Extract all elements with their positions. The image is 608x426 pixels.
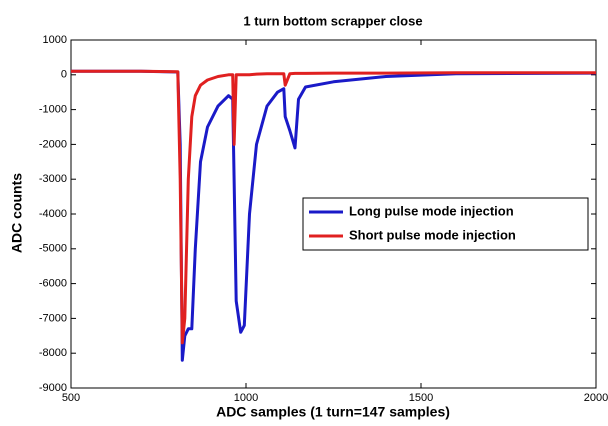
x-tick-label: 500 [62, 392, 80, 404]
y-tick-label: -3000 [39, 173, 67, 185]
x-tick-label: 1500 [409, 392, 433, 404]
y-tick-label: -8000 [39, 347, 67, 359]
legend-label: Short pulse mode injection [349, 227, 516, 242]
legend-box [302, 197, 589, 251]
y-tick-label: -7000 [39, 312, 67, 324]
y-tick-label: -9000 [39, 382, 67, 394]
chart-title: 1 turn bottom scrapper close [243, 13, 422, 28]
y-tick-label: -5000 [39, 243, 67, 255]
series-line [71, 69, 596, 345]
y-tick-label: -6000 [39, 278, 67, 290]
x-tick-label: 2000 [584, 392, 608, 404]
series-line [71, 69, 597, 362]
y-tick-label: -4000 [39, 208, 67, 220]
y-tick-label: 0 [61, 69, 67, 81]
x-axis-label: ADC samples (1 turn=147 samples) [216, 404, 450, 420]
y-tick-label: -2000 [39, 138, 67, 150]
legend-label: Long pulse mode injection [349, 203, 514, 218]
x-tick-label: 1000 [234, 392, 258, 404]
y-axis-label: ADC counts [9, 173, 25, 253]
y-tick-label: -1000 [39, 104, 67, 116]
y-tick-label: 1000 [43, 34, 67, 46]
